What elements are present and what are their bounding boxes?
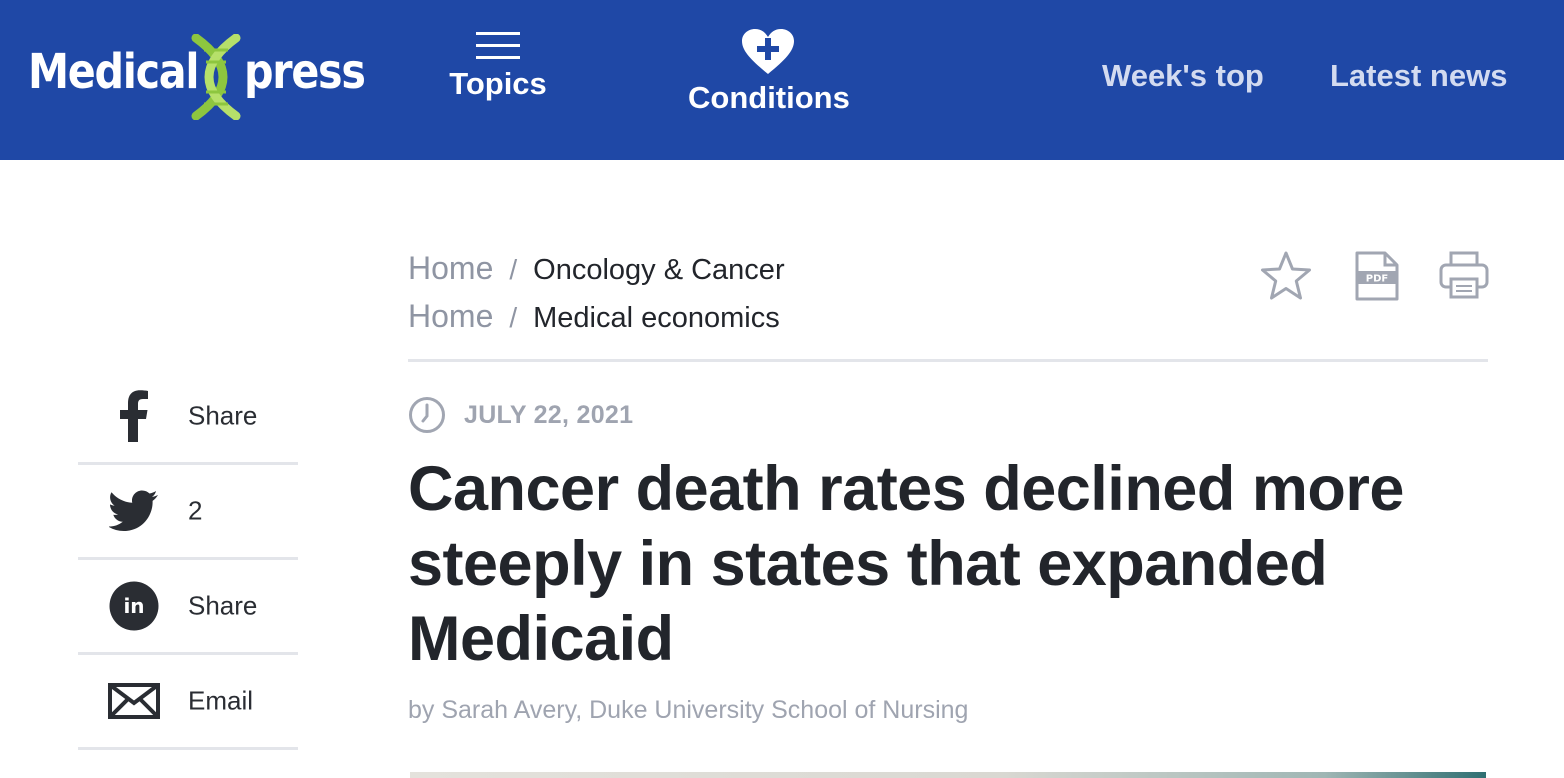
breadcrumb-row: Home / Oncology & Cancer [408,250,785,298]
svg-text:in: in [123,594,144,618]
breadcrumb-category-link[interactable]: Medical economics [533,302,780,334]
nav-conditions-label: Conditions [688,80,850,115]
email-icon [106,673,162,729]
star-icon[interactable] [1258,250,1314,302]
share-facebook-label: Share [188,400,258,431]
nav-latest-news[interactable]: Latest news [1330,58,1508,93]
share-email-label: Email [188,685,254,716]
article-tools: PDF [1258,250,1490,306]
article-hero-image [410,772,1486,778]
publish-date-text: JULY 22, 2021 [464,400,634,429]
facebook-icon [106,388,162,444]
heart-plus-icon [742,29,794,74]
share-linkedin-label: Share [188,590,258,621]
share-facebook[interactable]: Share [78,370,298,465]
breadcrumb-divider [408,359,1488,362]
share-twitter-count: 2 [188,495,203,526]
linkedin-icon: in [106,578,162,634]
hamburger-menu-icon [476,32,520,59]
article-byline: by Sarah Avery, Duke University School o… [408,696,969,724]
logo-text-right: press [244,44,366,100]
twitter-icon [106,483,162,539]
pdf-icon[interactable]: PDF [1354,250,1400,302]
share-sidebar: Share 2 in Share Email [78,370,298,750]
share-linkedin[interactable]: in Share [78,560,298,655]
share-email[interactable]: Email [78,655,298,750]
nav-conditions[interactable]: Conditions [688,28,850,116]
breadcrumb: Home / Oncology & Cancer Home / Medical … [408,250,785,346]
logo-text-left: Medical [28,44,200,100]
nav-topics[interactable]: Topics [446,30,550,102]
pdf-icon-label: PDF [1366,274,1388,285]
clock-icon [409,397,445,433]
breadcrumb-row: Home / Medical economics [408,298,785,346]
breadcrumb-home-link[interactable]: Home [408,250,494,286]
breadcrumb-category-link[interactable]: Oncology & Cancer [533,254,785,286]
nav-weeks-top[interactable]: Week's top [1102,58,1264,93]
site-logo[interactable]: Medical press [28,34,366,120]
nav-topics-label: Topics [449,66,547,101]
breadcrumb-home-link[interactable]: Home [408,298,494,334]
share-twitter[interactable]: 2 [78,465,298,560]
top-navigation-bar: Medical press Topics Conditions Week's t… [0,0,1564,160]
dna-logo-icon [191,34,241,120]
breadcrumb-separator: / [509,302,518,333]
printer-icon[interactable] [1438,250,1490,302]
breadcrumb-separator: / [509,254,518,285]
article-title: Cancer death rates declined more steeply… [408,454,1404,674]
publish-date: JULY 22, 2021 [408,396,633,434]
